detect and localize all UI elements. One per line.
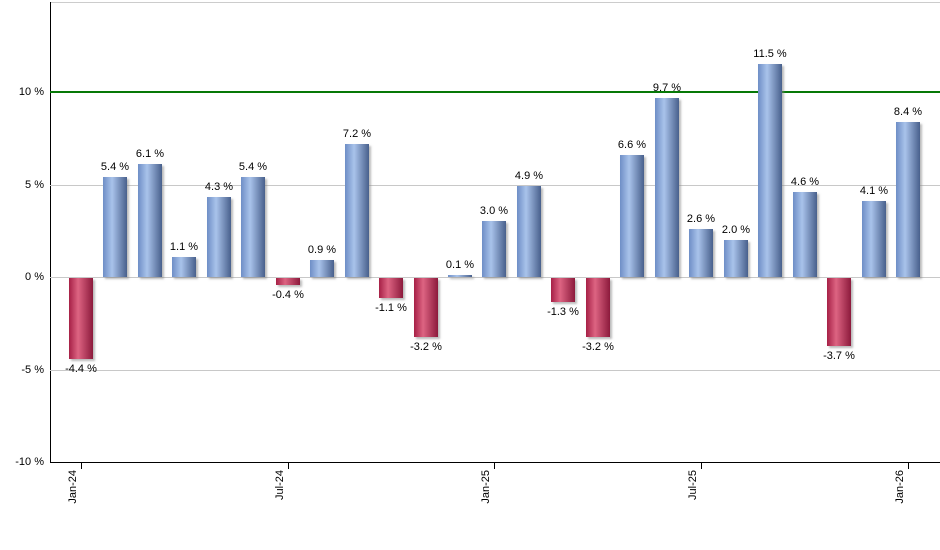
bar-9	[379, 278, 403, 298]
x-tick-Jan-24	[81, 463, 82, 469]
plot-top-border	[50, 2, 940, 3]
x-tick-label-Jan-24: Jan-24	[67, 470, 79, 504]
y-tick-label-10pct: 10 %	[18, 86, 44, 98]
x-axis-line	[50, 462, 940, 463]
bar-value-label-20: 11.5 %	[753, 48, 787, 60]
bar-23	[862, 201, 886, 277]
bar-value-label-17: 9.7 %	[652, 82, 682, 94]
bar-12	[482, 221, 506, 277]
y-tick-label-5pct: 5 %	[25, 179, 44, 191]
y-tick-label--10pct: -10 %	[15, 456, 44, 468]
x-tick-Jan-25	[494, 463, 495, 469]
bar-7	[310, 260, 334, 277]
x-tick-Jul-24	[288, 463, 289, 469]
x-tick-Jul-25	[701, 463, 702, 469]
x-tick-Jan-26	[908, 463, 909, 469]
bar-0	[69, 278, 93, 359]
bar-16	[620, 155, 644, 277]
bar-value-label-0: -4.4 %	[65, 363, 97, 375]
reference-line-10pct	[50, 91, 940, 93]
bar-24	[896, 122, 920, 277]
bar-13	[517, 186, 541, 277]
bar-2	[138, 164, 162, 277]
x-tick-label-Jul-25: Jul-25	[687, 470, 699, 500]
bar-value-label-12: 3.0 %	[479, 205, 509, 217]
x-tick-label-Jan-26: Jan-26	[894, 470, 906, 504]
bar-11	[448, 275, 472, 277]
bar-8	[345, 144, 369, 277]
bar-value-label-11: 0.1 %	[445, 259, 475, 271]
gridline--5pct	[50, 370, 940, 371]
bar-10	[414, 278, 438, 337]
bar-value-label-22: -3.7 %	[823, 350, 855, 362]
bar-1	[103, 177, 127, 277]
y-axis-line	[50, 2, 51, 463]
bar-value-label-15: -3.2 %	[582, 341, 614, 353]
x-tick-label-Jan-25: Jan-25	[480, 470, 492, 504]
bar-value-label-23: 4.1 %	[859, 185, 889, 197]
bar-value-label-21: 4.6 %	[790, 176, 820, 188]
bar-5	[241, 177, 265, 277]
bar-18	[689, 229, 713, 277]
bar-value-label-8: 7.2 %	[342, 128, 372, 140]
bar-value-label-13: 4.9 %	[514, 170, 544, 182]
bar-19	[724, 240, 748, 277]
bar-value-label-9: -1.1 %	[375, 302, 407, 314]
bar-value-label-16: 6.6 %	[617, 139, 647, 151]
gridline-5pct	[50, 185, 940, 186]
bar-value-label-14: -1.3 %	[547, 306, 579, 318]
x-tick-label-Jul-24: Jul-24	[274, 470, 286, 500]
bar-3	[172, 257, 196, 277]
bar-value-label-10: -3.2 %	[410, 341, 442, 353]
bar-value-label-4: 4.3 %	[204, 181, 234, 193]
bar-15	[586, 278, 610, 337]
plot-area: -4.4 % 5.4 % 6.1 % 1.1 % 4.3 % 5.4 % -0.4 % 0.9…	[50, 2, 940, 463]
bar-6	[276, 278, 300, 285]
bar-value-label-5: 5.4 %	[238, 161, 268, 173]
bar-value-label-2: 6.1 %	[135, 148, 165, 160]
bar-17	[655, 98, 679, 277]
gridline-0pct	[50, 277, 940, 278]
bar-14	[551, 278, 575, 302]
bar-22	[827, 278, 851, 346]
bar-value-label-7: 0.9 %	[307, 244, 337, 256]
y-tick-label-0pct: 0 %	[25, 271, 44, 283]
bar-20	[758, 64, 782, 277]
y-tick-label--5pct: -5 %	[21, 364, 44, 376]
bar-value-label-24: 8.4 %	[893, 106, 923, 118]
bar-value-label-1: 5.4 %	[100, 161, 130, 173]
bar-value-label-19: 2.0 %	[721, 224, 751, 236]
bar-21	[793, 192, 817, 277]
bar-4	[207, 197, 231, 277]
bar-value-label-18: 2.6 %	[686, 213, 716, 225]
bar-value-label-3: 1.1 %	[169, 241, 199, 253]
bar-value-label-6: -0.4 %	[272, 289, 304, 301]
